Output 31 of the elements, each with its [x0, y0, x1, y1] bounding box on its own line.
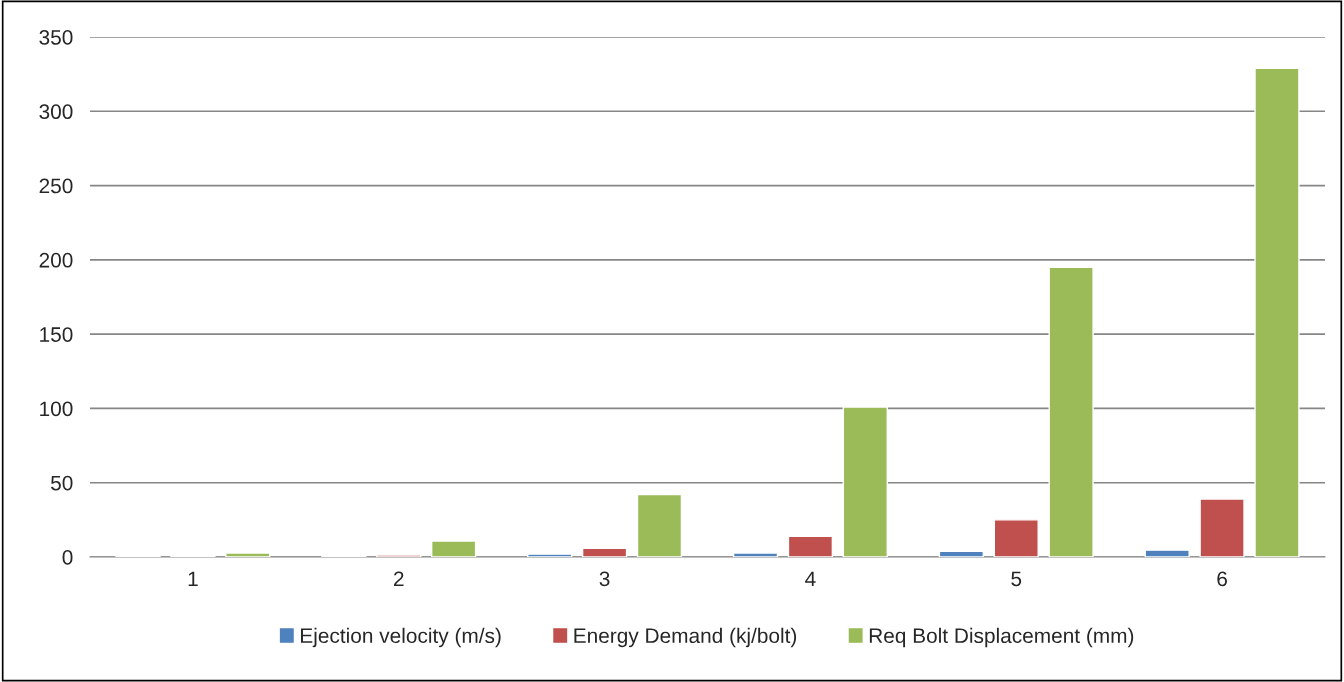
y-tick-label: 150: [40, 327, 73, 342]
bar: [993, 519, 1039, 557]
y-tick-label: 350: [39, 30, 73, 45]
y-tick-label: 50: [51, 475, 73, 491]
bar: [732, 552, 779, 557]
y-tick-label: 100: [40, 401, 73, 417]
y-tick-label: 200: [39, 252, 73, 268]
bar: [527, 553, 573, 557]
bar: [1254, 67, 1300, 557]
y-tick-label: 0: [62, 550, 73, 565]
legend-label: Energy Demand (kj/bolt): [574, 627, 797, 648]
bar: [225, 552, 271, 557]
bar: [636, 493, 683, 557]
y-tick-label: 300: [39, 104, 73, 120]
bar: [842, 406, 888, 557]
x-tick-label: 2: [394, 571, 404, 586]
legend-label: Req Bolt Displacement (mm): [869, 627, 1134, 648]
x-tick-label: 6: [1217, 571, 1227, 587]
y-tick-label: 250: [39, 178, 73, 194]
bar: [938, 550, 985, 557]
bar: [1199, 498, 1245, 557]
bar: [581, 547, 628, 557]
x-tick-label: 4: [805, 571, 816, 586]
bar: [1144, 549, 1190, 557]
x-tick-label: 5: [1011, 571, 1022, 587]
legend-label: Ejection velocity (m/s): [301, 627, 501, 648]
x-tick-label: 1: [188, 571, 198, 586]
x-tick-label: 3: [599, 571, 610, 587]
bar: [787, 535, 834, 557]
bar: [1048, 266, 1094, 557]
bar: [430, 540, 477, 557]
